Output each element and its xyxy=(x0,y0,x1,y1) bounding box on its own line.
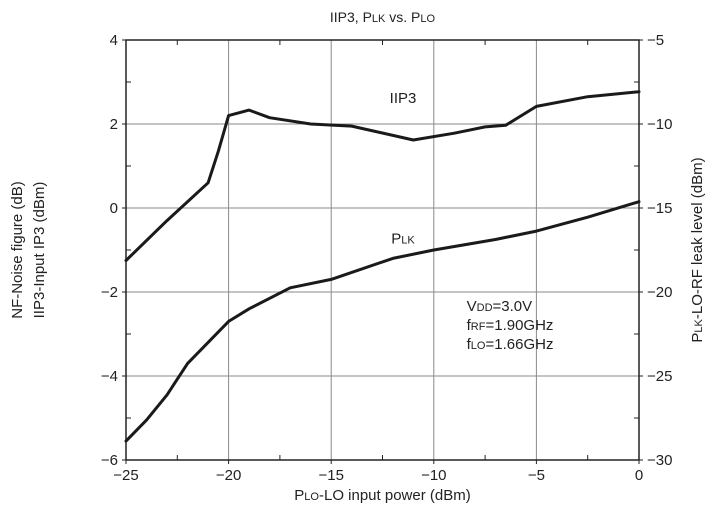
y-right-tick-label: −25 xyxy=(647,368,672,385)
annotation-line: fLO=1.66GHz xyxy=(467,336,554,353)
series-label-iip3: IIP3 xyxy=(390,90,417,107)
y-left-tick-label: −4 xyxy=(101,368,118,385)
series-label-plk: PLK xyxy=(391,231,415,248)
y-left-tick-label: −6 xyxy=(101,452,118,469)
y-left-axis-label-1: NF-Noise figure (dB) xyxy=(9,181,26,319)
y-right-tick-label: −15 xyxy=(647,200,672,217)
x-tick-label: 0 xyxy=(635,467,643,484)
x-tick-label: −5 xyxy=(528,467,545,484)
y-right-tick-label: −10 xyxy=(647,116,672,133)
grid-lines xyxy=(126,40,639,460)
y-left-axis-label-2: IIP3-Input IP3 (dBm) xyxy=(31,182,48,319)
series-line-iip3 xyxy=(124,90,641,262)
x-tick-label: −15 xyxy=(318,467,343,484)
chart-title: IIP3, PLK vs. PLO xyxy=(330,9,436,25)
y-right-tick-label: −20 xyxy=(647,284,672,301)
y-right-tick-label: −5 xyxy=(647,32,664,49)
y-right-tick-label: −30 xyxy=(647,452,672,469)
series-line-plk xyxy=(124,200,641,443)
y-right-axis-label: PLK-LO-RF leak level (dBm) xyxy=(689,157,706,342)
x-tick-label: −25 xyxy=(113,467,138,484)
x-tick-label: −20 xyxy=(216,467,241,484)
plot-frame xyxy=(125,39,640,461)
x-tick-label: −10 xyxy=(421,467,446,484)
minor-ticks xyxy=(126,40,639,460)
y-left-tick-label: 2 xyxy=(110,116,118,133)
y-left-tick-label: 0 xyxy=(110,200,118,217)
annotation-line: fRF=1.90GHz xyxy=(467,317,554,334)
y-left-tick-label: 4 xyxy=(110,32,118,49)
y-left-tick-label: −2 xyxy=(101,284,118,301)
x-axis-label: PLO-LO input power (dBm) xyxy=(294,487,470,504)
annotation-line: VDD=3.0V xyxy=(467,298,533,315)
